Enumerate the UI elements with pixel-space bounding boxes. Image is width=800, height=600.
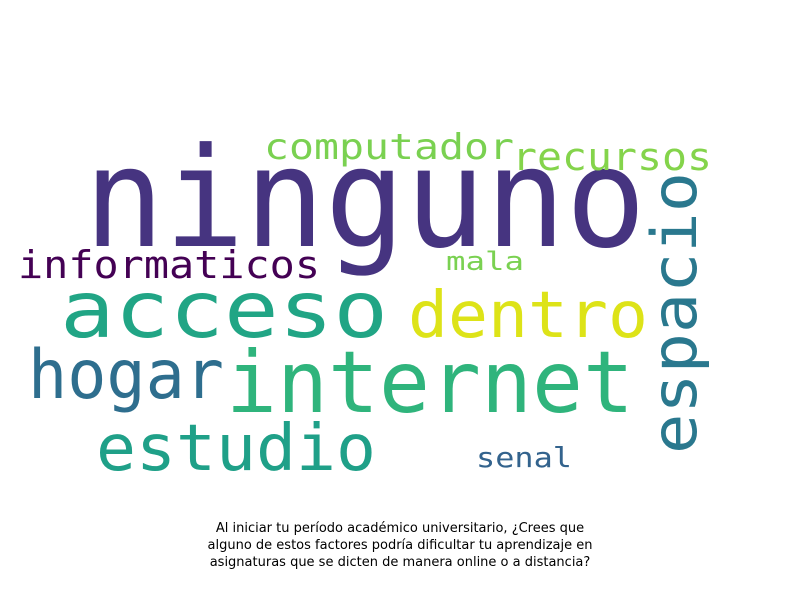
word-computador: computador xyxy=(264,127,514,168)
word-informaticos: informaticos xyxy=(18,243,320,287)
caption-line-2: alguno de estos factores podría dificult… xyxy=(207,538,593,553)
word-dentro: dentro xyxy=(408,279,648,353)
word-acceso: acceso xyxy=(60,266,388,356)
word-ninguno: ninguno xyxy=(84,118,646,279)
caption-line-1: Al iniciar tu período académico universi… xyxy=(215,521,585,536)
question-caption: Al iniciar tu período académico universi… xyxy=(150,520,650,571)
caption-line-3: asignaturas que se dicten de manera onli… xyxy=(209,555,591,570)
word-hogar: hogar xyxy=(28,336,224,415)
word-internet: internet xyxy=(226,333,634,433)
word-recursos: recursos xyxy=(512,135,712,179)
word-senal: senal xyxy=(476,441,572,474)
word-estudio: estudio xyxy=(96,412,376,486)
word-mala: mala xyxy=(446,247,524,277)
word-espacio: espacio xyxy=(638,172,711,454)
